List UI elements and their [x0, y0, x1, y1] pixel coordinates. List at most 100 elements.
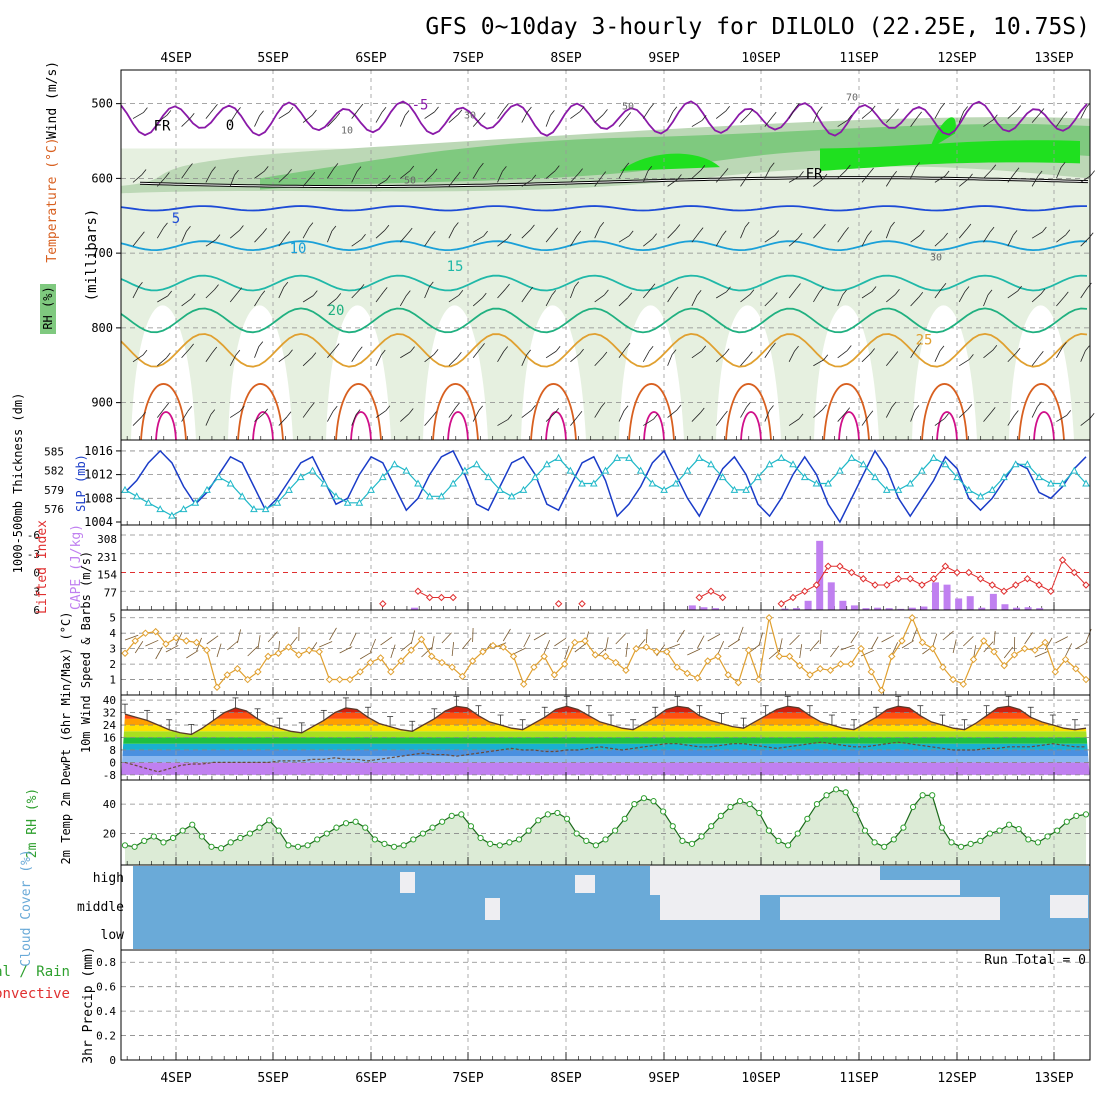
wind-barb-10m — [206, 635, 219, 645]
rh-marker — [160, 839, 167, 846]
wind-barb-10m — [349, 633, 357, 647]
wind-speed-marker — [295, 651, 303, 659]
wind-barb-flag — [944, 413, 949, 419]
thickness-marker — [308, 466, 317, 474]
wind-barb — [788, 238, 799, 247]
rh-marker — [1063, 818, 1070, 825]
wind-barb-flag — [578, 168, 583, 174]
thickness-marker — [929, 453, 938, 461]
isotherm-35-loop — [643, 411, 665, 441]
lifted-index-marker — [1058, 556, 1067, 564]
thickness-marker — [226, 479, 235, 487]
wind-barb-flag — [1085, 345, 1090, 351]
wind-barb-flag — [871, 286, 877, 292]
wind-barb — [472, 348, 481, 359]
date-label-top: 4SEP — [160, 51, 191, 66]
wind-barb — [181, 411, 189, 422]
wind-barb-flag — [624, 162, 630, 169]
axis-label: Temperature (°C) — [45, 137, 60, 262]
rh-marker — [487, 840, 494, 847]
wind-barb-flag — [846, 345, 852, 351]
wind-barb — [448, 176, 457, 187]
cape-bar — [989, 593, 997, 610]
wind-barb-flag — [311, 352, 317, 358]
wind-barb — [181, 168, 189, 179]
thickness-marker — [507, 492, 516, 500]
wind-speed-marker — [530, 663, 538, 671]
wind-barb-flag — [506, 233, 512, 240]
rh-marker — [131, 843, 138, 850]
wind-tick-label: 5 — [109, 612, 116, 625]
wind-barb-10m — [319, 641, 333, 648]
wind-barb — [205, 289, 215, 299]
wind-speed-marker — [284, 643, 293, 651]
lifted-index-marker — [883, 581, 891, 589]
thickness-marker — [156, 505, 165, 513]
wind-barb-flag — [503, 346, 508, 352]
wind-barb-flag — [384, 224, 390, 231]
rh-marker — [746, 800, 753, 808]
rh-marker — [679, 837, 686, 845]
wind-barb-flag — [892, 170, 897, 177]
wind-barb — [521, 291, 530, 303]
wind-speed-marker — [182, 637, 191, 645]
wind-barb-flag — [1015, 347, 1021, 354]
wind-barb-10m — [819, 630, 822, 645]
wind-barb-10m — [799, 644, 803, 659]
wind-barb-10m — [830, 645, 840, 658]
rh-tick-label: 20 — [103, 828, 116, 841]
cloud-gap — [485, 898, 500, 920]
wind-barb-10m — [942, 630, 954, 641]
cape-bar — [1001, 604, 1009, 610]
wind-barb-flag — [1065, 229, 1071, 236]
wind-barb-10m — [186, 650, 199, 659]
wind-speed-marker — [652, 648, 661, 656]
wind-barb-flag — [915, 162, 920, 168]
wind-barb-flag — [1017, 285, 1022, 292]
wind-barb-flag — [869, 167, 874, 174]
wind-speed-marker — [928, 644, 937, 653]
wind-barb — [205, 109, 214, 119]
contour-label: 5 — [172, 211, 180, 227]
wind-barb-10m — [564, 645, 570, 660]
wind-speed-marker — [213, 683, 221, 691]
contour-label: 25 — [916, 332, 933, 348]
thickness-marker — [859, 460, 868, 468]
thickness-tick-label: 579 — [44, 484, 64, 497]
thickness-marker — [976, 492, 985, 500]
thickness-marker — [800, 473, 809, 481]
cape-bar — [978, 607, 986, 610]
rh-marker — [708, 823, 715, 830]
wind-barb-flag — [527, 106, 532, 113]
wind-speed-marker — [520, 680, 528, 688]
wind-barb-10m — [554, 637, 567, 647]
wind-barb — [861, 172, 870, 183]
thickness-marker — [906, 479, 915, 487]
wind-barb — [327, 298, 337, 307]
wind-barb-flag — [333, 163, 339, 169]
wind-barb — [448, 407, 456, 418]
rh-marker — [400, 842, 407, 849]
wind-barb-flag — [210, 409, 216, 415]
wind-barb — [132, 112, 144, 119]
wind-speed-marker — [908, 614, 916, 622]
cape-bar — [793, 608, 801, 610]
wind-barb-flag — [309, 402, 315, 409]
wind-barb-flag — [1037, 401, 1042, 408]
thickness-marker — [531, 473, 540, 481]
wind-speed-marker — [540, 652, 548, 661]
wind-barb-10m — [656, 644, 666, 657]
lifted-index-marker — [976, 575, 985, 583]
wind-barb-flag — [355, 409, 361, 415]
thickness-marker — [261, 505, 270, 513]
thickness-marker — [132, 492, 141, 500]
wind-tick-label: 2 — [109, 658, 116, 671]
wind-barb-flag — [434, 106, 439, 113]
wind-barb-flag — [211, 166, 216, 173]
isotherm-line — [120, 307, 1088, 334]
wind-barb-flag — [940, 102, 946, 109]
thickness-marker — [964, 485, 973, 493]
contour-label: FR — [806, 166, 823, 182]
wind-barb — [764, 410, 770, 422]
